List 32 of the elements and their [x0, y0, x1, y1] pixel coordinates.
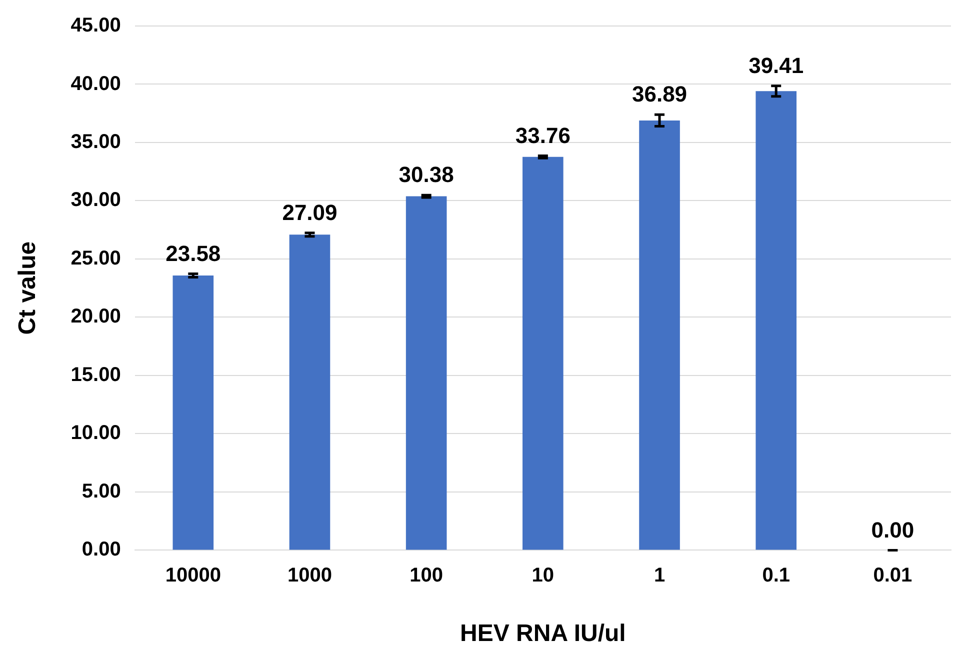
data-label: 27.09 [282, 200, 338, 225]
data-label: 36.89 [632, 82, 688, 107]
y-tick-label: 35.00 [70, 131, 121, 154]
y-tick-label: 10.00 [70, 422, 121, 444]
data-label: 33.76 [515, 122, 570, 148]
bar [289, 234, 330, 550]
x-tick-label: 10000 [165, 564, 221, 587]
bar [172, 276, 214, 550]
y-tick-label: 0.00 [82, 538, 121, 561]
y-tick-label: 15.00 [70, 364, 121, 386]
y-tick-label: 40.00 [70, 72, 121, 95]
y-tick-label: 20.00 [70, 306, 121, 328]
bar [639, 120, 680, 550]
x-tick-label: 100 [410, 564, 444, 587]
x-tick-label: 0.01 [873, 564, 912, 587]
data-label: 23.58 [166, 240, 221, 266]
data-label: 30.38 [398, 162, 454, 188]
data-label: 0.00 [871, 517, 914, 542]
data-label: 39.41 [748, 52, 804, 78]
y-tick-label: 25.00 [70, 247, 121, 270]
x-tick-label: 1000 [287, 564, 332, 587]
x-axis-title: HEV RNA IU/ul [460, 620, 626, 648]
x-tick-label: 0.1 [762, 564, 790, 587]
bar [406, 196, 447, 550]
y-tick-label: 45.00 [70, 14, 121, 37]
x-tick-label: 10 [532, 564, 554, 587]
y-tick-label: 5.00 [82, 480, 121, 502]
x-tick-label: 1 [654, 564, 666, 587]
y-axis-title: Ct value [14, 241, 42, 335]
bar [522, 156, 564, 550]
y-tick-label: 30.00 [70, 189, 121, 212]
bar [756, 91, 797, 550]
